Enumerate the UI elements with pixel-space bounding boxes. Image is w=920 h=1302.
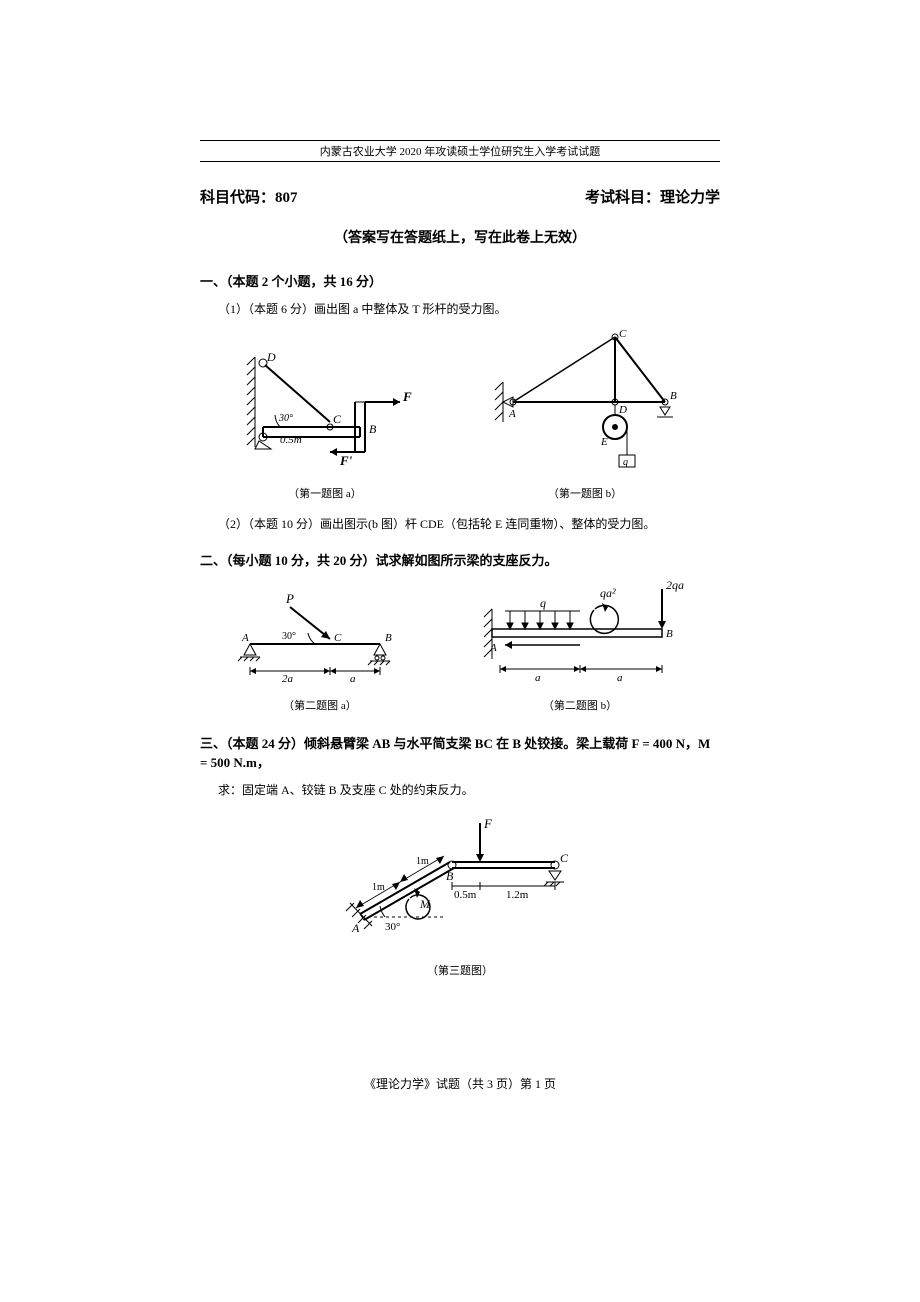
svg-text:M: M [419, 897, 431, 911]
q3-fig-svg: A B C F M 30° 1m 1m 0.5m 1.2m [330, 808, 590, 948]
q1-fig-a-block: 0.5m D C B F F' 30° （第一题图 a） [235, 347, 415, 501]
svg-text:C: C [333, 412, 342, 426]
q1-part1: （1）（本题 6 分）画出图 a 中整体及 T 形杆的受力图。 [218, 300, 720, 317]
q1-title: 一、（本题 2 个小题，共 16 分） [200, 271, 720, 290]
svg-text:C: C [334, 632, 342, 644]
q1-fig-a-caption: （第一题图 a） [288, 485, 362, 501]
svg-text:2a: 2a [282, 673, 294, 685]
svg-text:0.5m: 0.5m [454, 889, 477, 901]
svg-text:B: B [446, 869, 454, 883]
svg-text:P: P [285, 591, 294, 606]
top-row: 科目代码：807 考试科目：理论力学 [200, 186, 720, 207]
svg-text:q: q [540, 596, 546, 610]
svg-text:2qa: 2qa [666, 579, 684, 592]
svg-text:A: A [241, 632, 249, 644]
svg-text:30°: 30° [385, 921, 400, 933]
svg-text:F: F [402, 389, 412, 404]
q2-fig-b-block: q qa² 2qa A B a a （第二题图 b） [470, 579, 690, 713]
svg-text:F: F [483, 816, 493, 831]
q1-figures: 0.5m D C B F F' 30° （第一题图 a） [200, 327, 720, 501]
svg-text:a: a [350, 673, 356, 685]
q1-fig-b-svg: q A B C D E [485, 327, 685, 477]
svg-text:B: B [666, 628, 673, 640]
svg-text:B: B [369, 422, 377, 436]
q1-fig-a-svg: 0.5m D C B F F' 30° [235, 347, 415, 477]
svg-text:C: C [560, 851, 569, 865]
svg-text:A: A [351, 921, 360, 935]
q2-fig-a-block: P A C B 30° 2a a （第二题图 a） [230, 589, 410, 713]
q1-fig-b-block: q A B C D E （第一题图 b） [485, 327, 685, 501]
q1a-dim: 0.5m [280, 434, 302, 446]
q2-fig-b-svg: q qa² 2qa A B a a [470, 579, 690, 689]
svg-text:1m: 1m [416, 856, 429, 867]
q2-fig-a-caption: （第二题图 a） [283, 697, 357, 713]
q2-figures: P A C B 30° 2a a （第二题图 a） [200, 579, 720, 713]
page-header: 内蒙古农业大学 2020 年攻读硕士学位研究生入学考试试题 [200, 140, 720, 162]
svg-text:qa²: qa² [600, 586, 616, 600]
svg-text:A: A [489, 642, 497, 654]
svg-text:D: D [618, 404, 627, 416]
svg-text:B: B [385, 632, 392, 644]
svg-text:1.2m: 1.2m [506, 889, 529, 901]
svg-text:B: B [670, 390, 677, 402]
svg-text:q: q [623, 457, 628, 468]
exam-subject: 考试科目：理论力学 [585, 186, 720, 207]
svg-text:A: A [508, 408, 516, 420]
instruction-line: （答案写在答题纸上，写在此卷上无效） [200, 227, 720, 247]
q2-fig-b-caption: （第二题图 b） [543, 697, 617, 713]
q1-part2: （2）（本题 10 分）画出图示(b 图）杆 CDE（包括轮 E 连同重物）、整… [218, 515, 720, 532]
subject-code: 科目代码：807 [200, 186, 298, 207]
svg-text:30°: 30° [282, 631, 296, 642]
q2-title: 二、（每小题 10 分，共 20 分）试求解如图所示梁的支座反力。 [200, 550, 720, 569]
q1-fig-b-caption: （第一题图 b） [548, 485, 622, 501]
svg-text:F': F' [339, 453, 353, 468]
svg-text:1m: 1m [372, 882, 385, 893]
q3-fig-caption: （第三题图） [427, 962, 493, 978]
svg-text:a: a [617, 672, 623, 684]
q3-line2: 求：固定端 A、铰链 B 及支座 C 处的约束反力。 [218, 781, 720, 798]
svg-text:30°: 30° [278, 413, 293, 424]
q2-fig-a-svg: P A C B 30° 2a a [230, 589, 410, 689]
page-footer: 《理论力学》试题（共 3 页）第 1 页 [0, 1075, 920, 1092]
q3-fig-block: A B C F M 30° 1m 1m 0.5m 1.2m （第三题图） [200, 808, 720, 978]
q3-title: 三、（本题 24 分）倾斜悬臂梁 AB 与水平简支梁 BC 在 B 处铰接。梁上… [200, 733, 720, 771]
svg-text:D: D [266, 350, 276, 364]
svg-text:E: E [600, 436, 608, 448]
svg-text:C: C [619, 328, 627, 340]
svg-text:a: a [535, 672, 541, 684]
